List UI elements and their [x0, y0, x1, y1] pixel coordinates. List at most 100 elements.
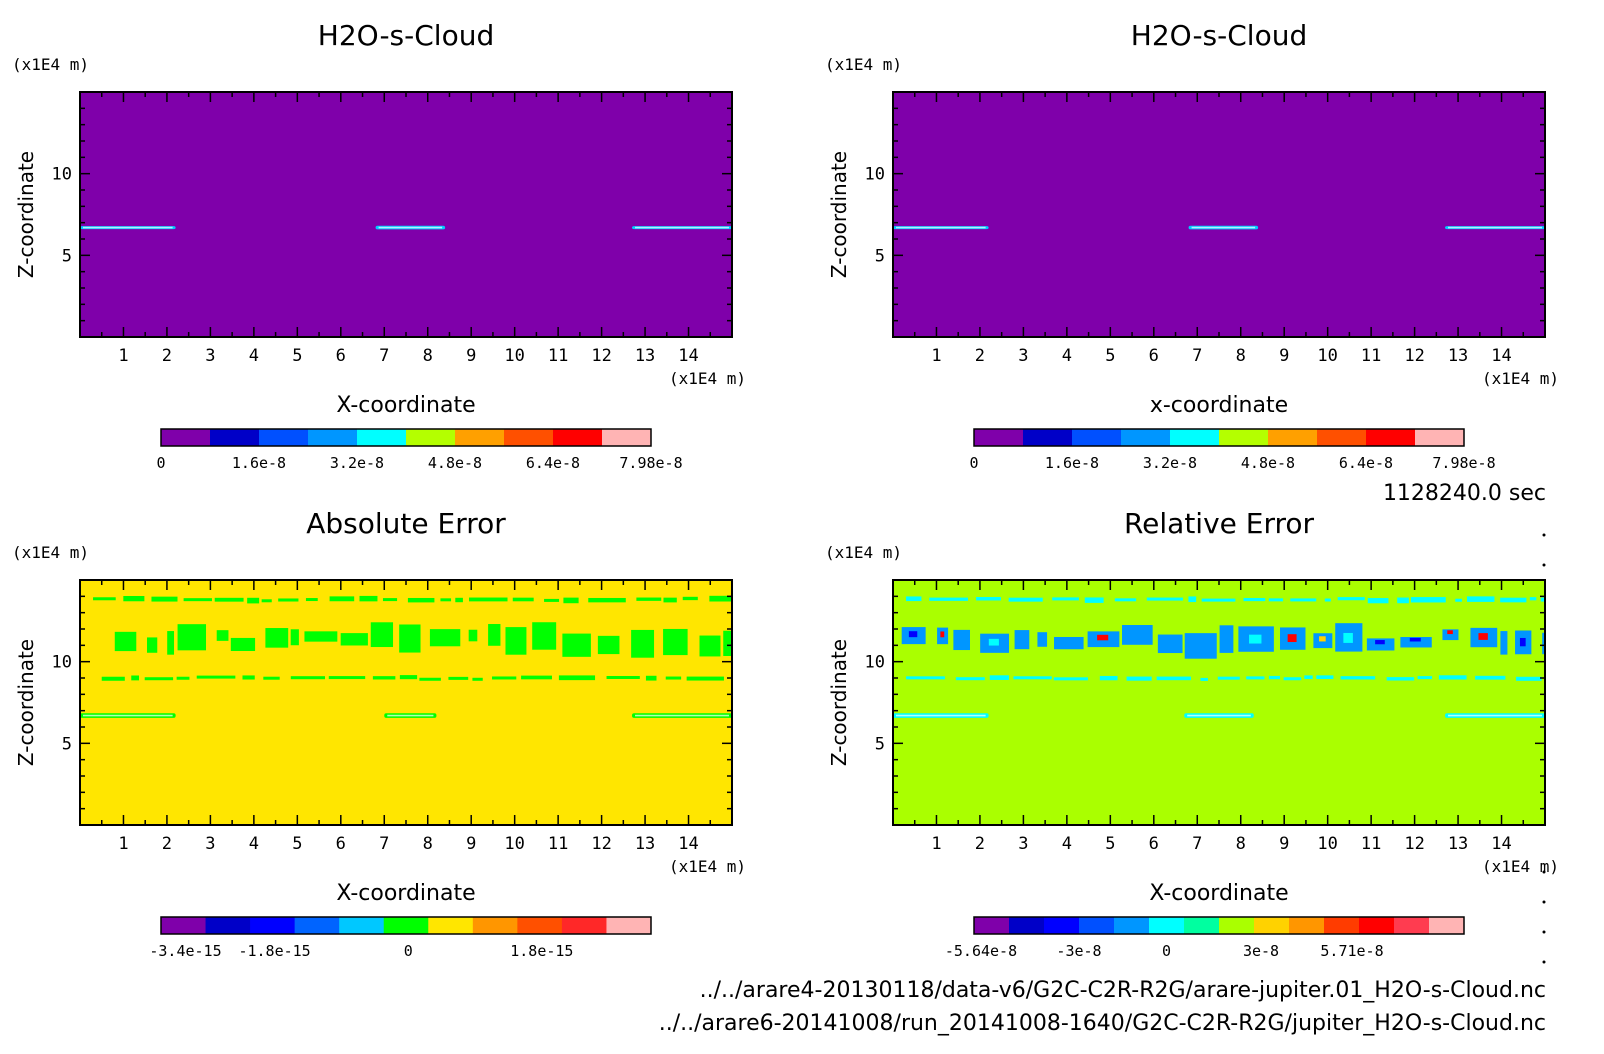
field-patch: [114, 631, 137, 652]
y-axis-label: Z-coordinate: [14, 639, 38, 766]
colorbar-frame: [973, 428, 1465, 447]
field-patch-accent: [1249, 634, 1262, 644]
field-patch: [131, 675, 140, 681]
x-tick-label: 12: [591, 834, 611, 854]
colorbar-swatch: [1184, 917, 1220, 934]
colorbar-swatch: [357, 429, 407, 446]
x-tick-label: 14: [678, 346, 698, 366]
colorbar-swatch: [259, 429, 309, 446]
colorbar-swatch: [1072, 429, 1122, 446]
colorbar-swatch: [1254, 917, 1290, 934]
x-tick-label: 11: [548, 346, 568, 366]
field-patch: [1268, 675, 1280, 680]
x-tick-label: 14: [1491, 346, 1511, 366]
y-unit-label: (x1E4 m): [825, 543, 902, 562]
field-patch-accent: [1447, 630, 1453, 635]
field-patch: [440, 598, 452, 602]
x-tick-label: 14: [678, 834, 698, 854]
colorbar-swatch: [1219, 917, 1255, 934]
field-patch: [663, 628, 688, 656]
x-tick-label: 10: [504, 346, 524, 366]
field-patch: [230, 637, 256, 652]
colorbar-label: 3.2e-8: [1143, 454, 1197, 472]
field-patch: [1542, 632, 1545, 655]
colorbar-swatch: [561, 917, 607, 934]
colorbar-frame: [973, 916, 1465, 935]
field-patch: [1146, 597, 1183, 601]
field-patch: [492, 676, 517, 680]
y-tick-label: 5: [875, 734, 885, 754]
field-patch: [1014, 630, 1030, 650]
y-unit-label: (x1E4 m): [12, 543, 89, 562]
field-patch: [151, 596, 178, 602]
field-patch-accent: [1519, 637, 1526, 647]
field-patch: [196, 675, 236, 679]
field-core: [83, 226, 173, 229]
x-tick-label: 12: [1404, 834, 1424, 854]
x-tick-label: 4: [1062, 834, 1072, 854]
field-feature: [906, 596, 1545, 604]
x-tick-label: 12: [1404, 346, 1424, 366]
field-patch: [399, 675, 418, 680]
field-patch: [455, 597, 463, 603]
field-patch: [1324, 598, 1331, 602]
field-patch: [955, 677, 985, 681]
x-tick-label: 10: [1317, 346, 1337, 366]
colorbar-label: 4.8e-8: [428, 454, 482, 472]
field-patch: [1475, 675, 1506, 680]
field-patch: [278, 598, 299, 602]
chart-panel-1: H2O-s-Cloud(x1E4 m)1 2 3 4 5 6 7 8 9 10 11 12 13 1451…: [12, 19, 746, 472]
colorbar-swatch: [974, 429, 1024, 446]
y-tick-label: 5: [62, 246, 72, 266]
x-unit-label: (x1E4 m): [669, 857, 746, 876]
field-patch: [340, 633, 368, 646]
colorbar-label: 1.6e-8: [232, 454, 286, 472]
field-patch: [263, 676, 280, 680]
colorbar-swatch: [1324, 917, 1360, 934]
x-tick-label: 2: [162, 834, 172, 854]
y-tick-label: 10: [52, 653, 72, 673]
colorbar-swatch: [455, 429, 505, 446]
field-patch-accent: [1287, 634, 1297, 643]
x-tick-label: 12: [591, 346, 611, 366]
margin-dot: [1542, 870, 1546, 874]
field-feature: [632, 713, 732, 718]
field-core: [1191, 226, 1256, 229]
field-patch: [370, 622, 394, 648]
colorbar-label: 0: [156, 454, 165, 472]
chart-title: H2O-s-Cloud: [318, 19, 494, 52]
field-patch: [290, 676, 326, 680]
field-patch: [1099, 675, 1118, 681]
x-tick-label: 13: [635, 834, 655, 854]
colorbar-label: 4.8e-8: [1241, 454, 1295, 472]
field-core: [387, 714, 434, 717]
field-patch: [382, 598, 398, 602]
field-patch: [1304, 675, 1313, 680]
colorbar-swatch: [1429, 917, 1465, 934]
colorbar-swatch: [250, 917, 296, 934]
chart-panel-4: Relative Error(x1E4 m)1 2 3 4 5 6 7 8 9 10 11 12 13 1…: [825, 507, 1559, 960]
x-tick-label: 1: [931, 346, 941, 366]
colorbar-swatch: [1317, 429, 1367, 446]
field-patch: [419, 677, 441, 681]
field-patch: [512, 597, 534, 602]
field-patch: [1367, 598, 1389, 604]
x-tick-label: 5: [1105, 834, 1115, 854]
field-patch: [488, 624, 501, 646]
x-tick-label: 6: [336, 346, 346, 366]
field-patch: [1529, 597, 1537, 601]
margin-dot: [1542, 533, 1546, 537]
y-unit-label: (x1E4 m): [825, 55, 902, 74]
field-core: [896, 714, 986, 717]
field-patch: [1200, 677, 1208, 681]
x-tick-label: 3: [205, 346, 215, 366]
field-patch: [1366, 638, 1395, 651]
plot-area: [893, 580, 1545, 825]
colorbar-swatch: [606, 917, 652, 934]
margin-dot: [1542, 960, 1546, 964]
x-tick-label: 2: [975, 834, 985, 854]
x-tick-label: 13: [635, 346, 655, 366]
x-axis-label: X-coordinate: [1149, 881, 1288, 906]
colorbar-swatch: [294, 917, 340, 934]
y-tick-label: 10: [865, 653, 885, 673]
